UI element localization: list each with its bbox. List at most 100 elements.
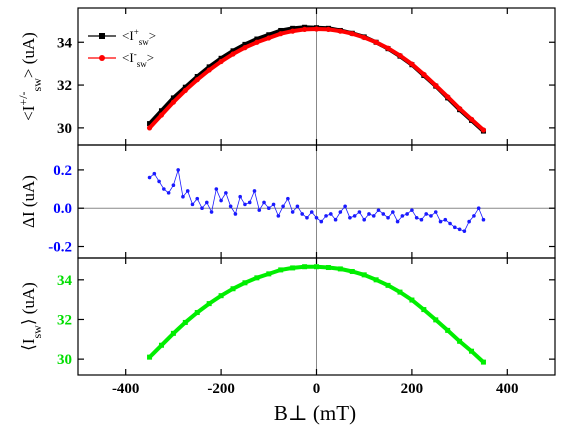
data-point bbox=[242, 41, 248, 47]
data-point bbox=[300, 212, 304, 216]
data-point bbox=[314, 264, 319, 270]
data-point bbox=[278, 267, 284, 273]
data-point bbox=[238, 194, 242, 199]
data-point bbox=[147, 354, 153, 360]
data-point bbox=[278, 31, 284, 37]
data-point bbox=[206, 301, 212, 307]
data-point bbox=[262, 200, 266, 205]
y-tick-label: 30 bbox=[57, 352, 72, 368]
data-point bbox=[349, 31, 355, 37]
data-point bbox=[162, 187, 166, 191]
data-point bbox=[278, 27, 284, 33]
data-point bbox=[397, 52, 403, 59]
data-point bbox=[314, 215, 319, 220]
data-point bbox=[271, 202, 276, 207]
data-point bbox=[409, 297, 415, 303]
data-point bbox=[395, 219, 400, 224]
data-point bbox=[371, 214, 376, 218]
data-point bbox=[281, 204, 285, 209]
data-point bbox=[170, 95, 176, 101]
data-point bbox=[421, 307, 427, 313]
legend-label: <I+sw> bbox=[122, 27, 156, 47]
data-point bbox=[337, 28, 343, 34]
data-point bbox=[182, 84, 188, 90]
data-point bbox=[209, 210, 214, 214]
data-point bbox=[200, 206, 204, 211]
data-point bbox=[170, 99, 176, 105]
x-tick-label: -200 bbox=[207, 381, 235, 397]
data-point bbox=[290, 210, 295, 214]
x-tick-label: -400 bbox=[112, 381, 140, 397]
data-point bbox=[266, 32, 272, 38]
data-point bbox=[147, 121, 153, 127]
data-point bbox=[214, 187, 219, 191]
data-point bbox=[385, 45, 391, 51]
data-point bbox=[182, 319, 188, 325]
data-point bbox=[190, 202, 195, 207]
x-tick-label: 200 bbox=[401, 381, 424, 397]
data-point bbox=[233, 212, 238, 216]
data-point bbox=[206, 67, 212, 73]
data-point bbox=[254, 39, 260, 45]
data-point bbox=[247, 200, 252, 205]
data-point bbox=[302, 264, 308, 270]
data-point bbox=[157, 179, 161, 184]
data-point bbox=[443, 217, 448, 222]
data-point bbox=[325, 26, 332, 33]
data-point bbox=[385, 282, 391, 288]
data-point bbox=[367, 212, 371, 216]
data-point bbox=[224, 191, 228, 195]
legend-marker bbox=[99, 55, 105, 61]
y-tick-label: 32 bbox=[57, 312, 72, 328]
data-point bbox=[421, 71, 427, 77]
x-axis-label: B⊥ (mT) bbox=[274, 401, 356, 425]
data-point bbox=[457, 106, 463, 112]
data-point bbox=[337, 266, 343, 272]
data-point bbox=[376, 208, 381, 212]
data-point bbox=[176, 168, 180, 172]
data-point bbox=[252, 189, 257, 193]
data-point bbox=[230, 286, 236, 292]
data-point bbox=[467, 219, 471, 224]
data-point bbox=[333, 217, 338, 222]
data-point bbox=[445, 327, 451, 333]
legend-marker bbox=[99, 33, 105, 39]
data-point bbox=[457, 338, 463, 344]
data-point bbox=[170, 330, 176, 336]
data-point bbox=[361, 272, 367, 278]
data-point bbox=[152, 171, 157, 176]
y-tick-label: 32 bbox=[57, 78, 72, 94]
data-point bbox=[171, 183, 176, 188]
y-axis-label: ⟨Isw⟩ (uA) bbox=[19, 282, 44, 351]
data-point bbox=[206, 64, 212, 70]
data-point bbox=[194, 74, 200, 79]
data-point bbox=[409, 61, 415, 67]
data-point bbox=[290, 25, 296, 31]
data-point bbox=[472, 214, 476, 218]
x-tick-label: 400 bbox=[496, 381, 519, 397]
y-tick-label: 0.2 bbox=[53, 163, 72, 179]
data-point bbox=[254, 36, 260, 42]
data-point bbox=[219, 198, 223, 203]
data-point bbox=[329, 212, 333, 216]
data-point bbox=[325, 265, 331, 271]
data-point bbox=[243, 202, 247, 207]
data-point bbox=[309, 210, 314, 214]
y-tick-label: -0.2 bbox=[48, 240, 72, 256]
panel-top: 30 32 34 <I+/-sw> (uA) bbox=[16, 7, 556, 146]
data-point bbox=[242, 280, 248, 286]
y-axis-label: <I+/-sw> (uA) bbox=[16, 32, 44, 121]
panel-bottom: 30 32 34 ⟨Isw⟩ (uA) bbox=[19, 257, 556, 376]
data-point bbox=[410, 208, 414, 212]
data-point bbox=[400, 214, 405, 218]
data-point bbox=[445, 94, 451, 100]
data-point bbox=[381, 212, 386, 216]
series-middle-0 bbox=[147, 168, 486, 233]
data-point bbox=[305, 215, 309, 220]
y-axis-label: ΔI (uA) bbox=[19, 175, 38, 228]
data-point bbox=[257, 208, 262, 212]
data-point bbox=[438, 219, 443, 224]
data-point bbox=[386, 215, 390, 220]
data-point bbox=[480, 359, 486, 365]
